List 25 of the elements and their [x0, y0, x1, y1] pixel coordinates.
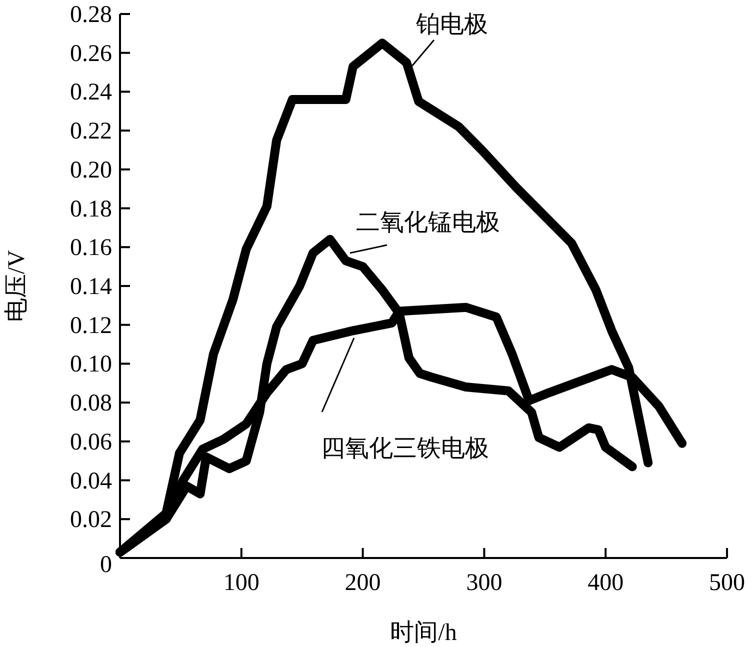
y-tick-label: 0.18: [70, 196, 112, 222]
y-tick-label: 0: [100, 552, 112, 578]
y-tick-label: 0.22: [70, 118, 112, 145]
y-tick-label: 0.16: [70, 235, 112, 262]
y-tick-label: 0.28: [70, 2, 112, 28]
x-tick-label: 400: [588, 570, 624, 596]
series-label: 铂电极: [415, 12, 488, 38]
text: 四氧化三铁电极: [321, 436, 489, 462]
x-tick-label: 300: [466, 570, 502, 596]
y-tick-label: 0.02: [70, 507, 112, 534]
y-tick-label: 0.14: [70, 274, 112, 300]
y-tick-label: 0.12: [70, 312, 112, 339]
y-tick-label: 0.20: [70, 157, 112, 184]
series-label: 二氧化锰电极: [356, 210, 500, 236]
y-tick-label: 0.24: [70, 80, 112, 106]
y-tick-label: 0.08: [70, 390, 112, 417]
y-axis-title: 电压/V: [4, 249, 30, 322]
y-tick-label: 0.10: [70, 352, 112, 378]
x-tick-label: 500: [709, 570, 745, 596]
y-tick-label: 0.26: [70, 40, 112, 67]
x-axis-title: 时间/h: [390, 620, 457, 646]
y-tick-label: 0.04: [70, 468, 112, 494]
y-tick-label: 0.06: [70, 429, 112, 456]
x-tick-label: 200: [344, 570, 381, 596]
x-tick-label: 100: [223, 570, 260, 596]
